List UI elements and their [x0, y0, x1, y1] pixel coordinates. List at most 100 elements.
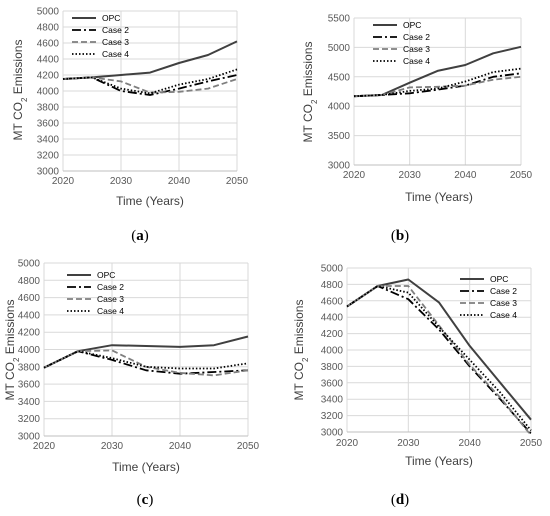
y-tick-label: 3000: [321, 428, 344, 439]
x-tick-label: 2050: [520, 438, 543, 449]
series-line-case-2: [43, 350, 249, 375]
panel-label-open: (: [131, 228, 136, 244]
y-tick-label: 4200: [37, 71, 60, 82]
legend-label: OPC: [403, 20, 421, 30]
panel-label-letter: d: [396, 492, 405, 508]
panel-label-close: ): [404, 228, 409, 244]
panel-label-letter: c: [142, 492, 149, 508]
legend: OPC Case 2 Case 3 Case 4: [67, 270, 124, 316]
y-axis-title: MT CO2 Emissions: [301, 42, 319, 143]
y-tick-label: 4200: [18, 328, 41, 339]
legend-label: Case 4: [403, 56, 430, 66]
series-line-case-3: [43, 349, 249, 377]
legend: OPC Case 2 Case 3 Case 4: [72, 13, 129, 59]
y-tick-label: 5500: [328, 14, 351, 25]
panel-label-open: (: [391, 492, 396, 508]
legend-label: Case 4: [490, 310, 517, 320]
x-tick-label: 2020: [33, 441, 56, 452]
y-tick-label: 3800: [321, 362, 344, 373]
y-tick-label: 4500: [328, 72, 351, 83]
y-axis-title-main: MT CO: [301, 104, 315, 142]
x-tick-label: 2050: [237, 441, 260, 452]
y-tick-label: 4600: [37, 39, 60, 50]
legend-label: Case 3: [490, 298, 517, 308]
y-axis-title-rest: Emissions: [292, 300, 306, 358]
panel-label: (a): [131, 228, 149, 244]
panel-label-letter: b: [396, 228, 404, 244]
legend-label: Case 2: [490, 286, 517, 296]
x-axis-title: Time (Years): [112, 460, 180, 474]
legend: OPC Case 2 Case 3 Case 4: [460, 274, 517, 320]
series-line-case-4: [62, 68, 238, 95]
y-axis-title-main: MT CO: [292, 362, 306, 400]
y-tick-label: 3600: [37, 119, 60, 130]
y-tick-label: 4400: [37, 55, 60, 66]
series-line-case-4: [43, 350, 249, 370]
panel-label-close: ): [404, 492, 409, 508]
chart-panel-c: 3000 3200 3400 3600 3800 4000 4200 4400 4600 4800…: [3, 259, 260, 509]
chart-panel-b: 3000 3500 4000 4500 5000 5500 2020 2030 2040 2050…: [301, 14, 533, 245]
y-axis-title-rest: Emissions: [3, 300, 17, 358]
x-tick-label: 2020: [52, 176, 75, 187]
y-tick-label: 3400: [18, 397, 41, 408]
panel-label-letter: a: [136, 228, 144, 244]
y-tick-label: 3200: [321, 411, 344, 422]
chart-panel-d: 3000 3200 3400 3600 3800 4000 4200 4400 4600 4800…: [292, 264, 543, 509]
y-tick-label: 4000: [328, 102, 351, 113]
y-tick-label: 4600: [321, 296, 344, 307]
y-axis-title-main: MT CO: [11, 102, 25, 140]
x-tick-label: 2020: [343, 170, 366, 181]
y-axis-title: MT CO2 Emissions: [292, 300, 310, 401]
panel-label-close: ): [148, 492, 153, 508]
x-tick-label: 2040: [459, 438, 482, 449]
legend-label: Case 4: [102, 49, 129, 59]
y-axis-title-rest: Emissions: [11, 40, 25, 98]
y-axis-title: MT CO2 Emissions: [3, 300, 21, 401]
x-tick-label: 2050: [226, 176, 249, 187]
y-tick-label: 5000: [321, 264, 344, 275]
legend-label: OPC: [97, 270, 115, 280]
legend-label: Case 2: [403, 32, 430, 42]
y-axis-title: MT CO2 Emissions: [11, 40, 29, 141]
y-tick-label: 3200: [18, 414, 41, 425]
panel-label: (d): [391, 492, 409, 508]
y-tick-label: 3400: [37, 135, 60, 146]
y-tick-label: 3800: [37, 103, 60, 114]
x-tick-label: 2030: [110, 176, 133, 187]
panel-label: (c): [137, 492, 154, 508]
y-tick-label: 3600: [18, 380, 41, 391]
series-line-opc: [62, 40, 238, 80]
chart-panel-a: 3000 3200 3400 3600 3800 4000 4200 4400 4600 4800…: [11, 7, 249, 245]
legend-label: Case 4: [97, 306, 124, 316]
x-tick-label: 2030: [399, 170, 422, 181]
y-axis-title-subscript: 2: [310, 99, 319, 104]
y-tick-label: 5000: [18, 259, 41, 270]
series-line-case-2: [353, 72, 522, 98]
panel-label: (b): [391, 228, 409, 244]
y-tick-label: 4000: [18, 345, 41, 356]
y-axis-title-subscript: 2: [20, 97, 29, 102]
panel-label-close: ): [144, 228, 149, 244]
x-tick-label: 2030: [101, 441, 124, 452]
y-tick-label: 3200: [37, 151, 60, 162]
y-tick-label: 3800: [18, 362, 41, 373]
y-tick-label: 4200: [321, 329, 344, 340]
y-axis-title-rest: Emissions: [301, 42, 315, 100]
x-axis-title: Time (Years): [405, 190, 473, 204]
series-line-case-3: [62, 76, 238, 94]
panel-label-open: (: [391, 228, 396, 244]
y-tick-label: 3400: [321, 395, 344, 406]
y-tick-label: 4000: [321, 346, 344, 357]
x-tick-label: 2030: [397, 438, 420, 449]
y-axis-title-main: MT CO: [3, 362, 17, 400]
legend-label: Case 3: [403, 44, 430, 54]
x-tick-label: 2050: [510, 170, 533, 181]
y-tick-label: 4800: [321, 280, 344, 291]
series-line-case-4: [346, 285, 532, 431]
y-tick-label: 3000: [328, 161, 351, 172]
y-tick-label: 5000: [328, 43, 351, 54]
y-axis-title-subscript: 2: [12, 357, 21, 362]
x-tick-label: 2040: [168, 176, 191, 187]
y-tick-label: 3000: [37, 167, 60, 178]
